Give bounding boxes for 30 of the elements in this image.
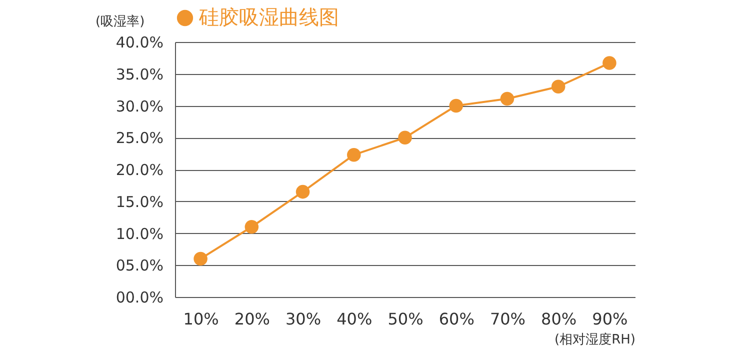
x-tick-label: 70%: [490, 310, 526, 328]
point: [296, 184, 310, 199]
x-tick-label: 20%: [234, 310, 270, 328]
x-axis-title: (相对湿度RH): [554, 332, 636, 348]
point: [398, 130, 412, 145]
y-tick-label: 10.0%: [116, 224, 164, 243]
legend-label: 硅胶吸湿曲线图: [198, 5, 339, 29]
y-tick-label: 00.0%: [116, 288, 164, 306]
y-tick-label: 35.0%: [116, 65, 164, 84]
x-tick-label: 50%: [388, 310, 424, 328]
point: [500, 92, 514, 106]
y-tick-label: 05.0%: [116, 256, 164, 275]
y-axis-title: (吸湿率): [96, 14, 145, 30]
x-tick-label: 30%: [285, 310, 322, 328]
y-tick-label: 30.0%: [116, 97, 164, 116]
x-tick-label: 80%: [541, 310, 577, 328]
point: [602, 56, 616, 70]
x-tick-label: 10%: [183, 310, 219, 328]
x-tick-label: 60%: [438, 310, 474, 328]
point: [346, 148, 361, 162]
x-tick-label: 90%: [592, 310, 628, 328]
y-tick-label: 25.0%: [116, 129, 164, 148]
y-tick-label: 15.0%: [116, 192, 164, 211]
point: [449, 98, 464, 113]
x-tick-label: 40%: [336, 310, 372, 328]
point: [194, 252, 208, 266]
y-tick-label: 40.0%: [116, 34, 164, 52]
point: [551, 80, 566, 94]
point: [244, 220, 259, 234]
y-tick-label: 20.0%: [116, 161, 164, 179]
